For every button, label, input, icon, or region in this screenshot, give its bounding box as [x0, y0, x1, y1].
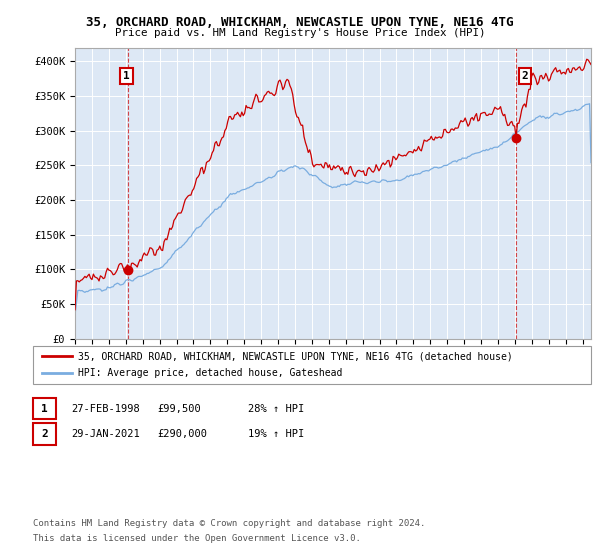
Text: Price paid vs. HM Land Registry's House Price Index (HPI): Price paid vs. HM Land Registry's House …	[115, 28, 485, 38]
Point	[124, 265, 133, 274]
Text: 28% ↑ HPI: 28% ↑ HPI	[248, 404, 304, 414]
Text: 35, ORCHARD ROAD, WHICKHAM, NEWCASTLE UPON TYNE, NE16 4TG (detached house): 35, ORCHARD ROAD, WHICKHAM, NEWCASTLE UP…	[78, 351, 513, 361]
Text: HPI: Average price, detached house, Gateshead: HPI: Average price, detached house, Gate…	[78, 368, 343, 378]
Text: 27-FEB-1998: 27-FEB-1998	[71, 404, 140, 414]
Text: £290,000: £290,000	[158, 429, 208, 439]
Text: 29-JAN-2021: 29-JAN-2021	[71, 429, 140, 439]
Text: This data is licensed under the Open Government Licence v3.0.: This data is licensed under the Open Gov…	[33, 534, 361, 543]
Text: 1: 1	[123, 71, 130, 81]
Text: 2: 2	[41, 429, 48, 439]
Text: 1: 1	[41, 404, 48, 414]
Text: 19% ↑ HPI: 19% ↑ HPI	[248, 429, 304, 439]
Point	[511, 133, 521, 142]
Text: 2: 2	[521, 71, 528, 81]
Text: 35, ORCHARD ROAD, WHICKHAM, NEWCASTLE UPON TYNE, NE16 4TG: 35, ORCHARD ROAD, WHICKHAM, NEWCASTLE UP…	[86, 16, 514, 29]
Text: Contains HM Land Registry data © Crown copyright and database right 2024.: Contains HM Land Registry data © Crown c…	[33, 519, 425, 528]
Text: £99,500: £99,500	[158, 404, 202, 414]
